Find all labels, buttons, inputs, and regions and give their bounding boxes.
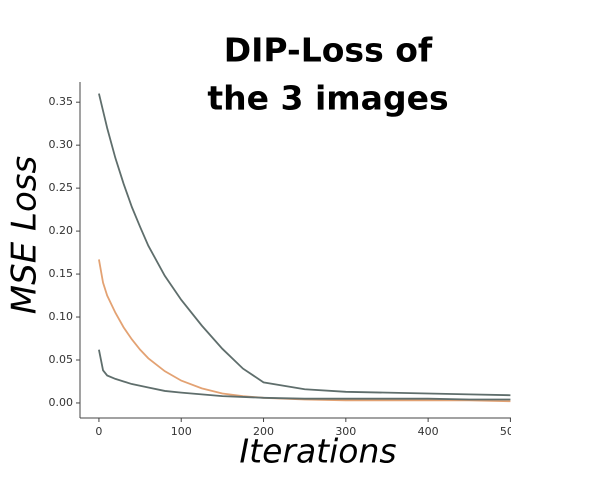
x-tick-label: 300	[335, 425, 356, 438]
y-tick-label: 0.00	[49, 396, 74, 409]
line-series	[98, 93, 511, 397]
y-tick-label: 0.05	[49, 353, 74, 366]
y-tick-label: 0.20	[49, 224, 74, 237]
y-tick-label: 0.30	[49, 138, 74, 151]
y-tick-label: 0.25	[49, 181, 74, 194]
y-axis-label: MSE Loss	[5, 156, 45, 314]
x-tick-label: 200	[253, 425, 274, 438]
x-tick-label: 400	[418, 425, 439, 438]
y-tick-label: 0.35	[49, 95, 74, 108]
y-tick-label: 0.10	[49, 310, 74, 323]
chart-title: DIP-Loss of	[224, 31, 433, 70]
chart-title: the 3 images	[207, 79, 448, 118]
line-series	[98, 349, 511, 401]
mask	[511, 185, 608, 485]
x-axis-label: Iterations	[239, 432, 396, 471]
line-series	[98, 259, 511, 403]
y-tick-label: 0.15	[49, 267, 74, 280]
x-tick-label: 0	[95, 425, 102, 438]
title-box	[170, 18, 525, 185]
x-tick-label: 100	[171, 425, 192, 438]
